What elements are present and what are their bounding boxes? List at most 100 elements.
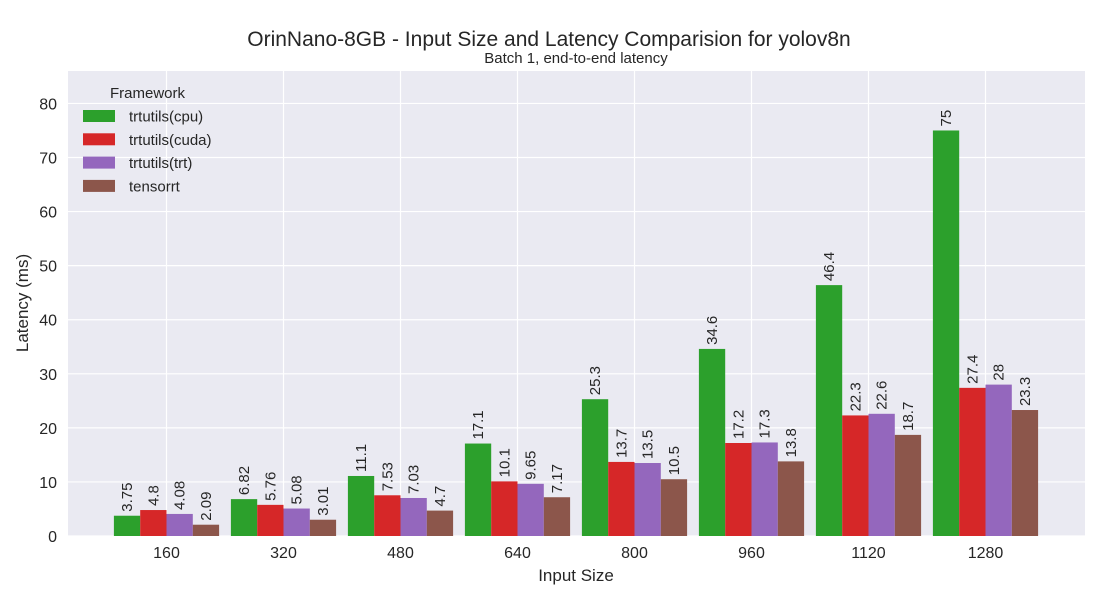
bar bbox=[1011, 410, 1039, 536]
x-axis-label: Input Size bbox=[538, 566, 614, 585]
bar-value-label: 23.3 bbox=[1017, 377, 1034, 406]
bar-value-label: 7.53 bbox=[379, 462, 396, 491]
bar bbox=[374, 495, 401, 536]
x-tick-label: 1120 bbox=[851, 545, 886, 562]
bar bbox=[698, 348, 726, 536]
bar bbox=[777, 461, 805, 536]
y-tick-label: 10 bbox=[39, 475, 57, 492]
legend-swatch bbox=[83, 133, 115, 146]
bar-value-label: 3.01 bbox=[315, 487, 332, 516]
bar-value-label: 5.76 bbox=[262, 472, 279, 501]
bar-value-label: 9.65 bbox=[523, 451, 540, 480]
bar-value-label: 4.7 bbox=[432, 486, 449, 507]
bar bbox=[894, 434, 922, 536]
bar bbox=[959, 387, 986, 536]
bar bbox=[491, 481, 518, 536]
x-tick-label: 1280 bbox=[968, 545, 1004, 562]
legend: Framework trtutils(cpu) trtutils(cuda) trt… bbox=[83, 85, 212, 195]
bar bbox=[543, 497, 571, 536]
x-tick-label: 640 bbox=[504, 545, 531, 562]
legend-swatch bbox=[83, 110, 115, 122]
legend-item-label: trtutils(trt) bbox=[129, 155, 192, 172]
bar-value-label: 13.8 bbox=[783, 428, 800, 457]
bar bbox=[517, 483, 544, 536]
plot-area bbox=[68, 71, 1085, 536]
bar-value-label: 7.17 bbox=[549, 464, 566, 493]
bar-value-label: 25.3 bbox=[587, 366, 604, 395]
legend-item-label: trtutils(cuda) bbox=[129, 132, 212, 149]
bar-value-label: 28 bbox=[991, 364, 1008, 381]
bar bbox=[464, 443, 492, 536]
bar bbox=[634, 463, 661, 536]
bar bbox=[932, 130, 960, 536]
bar-value-label: 17.3 bbox=[757, 409, 774, 438]
bar bbox=[660, 479, 688, 536]
gridlines bbox=[68, 71, 1085, 537]
data-labels: 3.75 6.82 11.1 17.1 25.3 34.6 46.4 75 4.8 5.76 7.5… bbox=[119, 110, 1034, 521]
y-tick-label: 0 bbox=[48, 529, 57, 546]
y-tick-label: 50 bbox=[39, 259, 57, 276]
bar-value-label: 17.2 bbox=[730, 410, 747, 439]
bar-value-label: 17.1 bbox=[470, 410, 487, 439]
bar bbox=[815, 285, 843, 536]
legend-swatch bbox=[83, 179, 115, 192]
bar-value-label: 13.7 bbox=[613, 429, 630, 458]
x-tick-label: 160 bbox=[153, 545, 180, 562]
y-tick-label: 40 bbox=[39, 313, 57, 330]
x-tick-label: 960 bbox=[738, 545, 765, 562]
y-tick-label: 60 bbox=[39, 205, 57, 222]
y-tick-label: 70 bbox=[39, 151, 57, 168]
bar-value-label: 3.75 bbox=[119, 483, 136, 512]
bar-value-label: 7.03 bbox=[406, 465, 423, 494]
bar-value-label: 6.82 bbox=[236, 466, 253, 495]
bar bbox=[283, 508, 310, 536]
bar bbox=[257, 504, 284, 536]
x-tick-label: 480 bbox=[387, 545, 414, 562]
bar bbox=[309, 519, 337, 536]
bar bbox=[868, 413, 895, 536]
bar bbox=[400, 497, 427, 536]
x-axis-ticks: 160 320 480 640 800 960 1120 1280 bbox=[153, 545, 1003, 562]
legend-item-label: tensorrt bbox=[129, 178, 181, 195]
bars bbox=[113, 130, 1039, 536]
bar-value-label: 2.09 bbox=[198, 491, 215, 520]
legend-title: Framework bbox=[110, 85, 186, 102]
bar bbox=[347, 475, 375, 536]
bar-value-label: 22.3 bbox=[847, 382, 864, 411]
bar-value-label: 4.8 bbox=[145, 485, 162, 506]
x-tick-label: 800 bbox=[621, 545, 648, 562]
y-tick-label: 20 bbox=[39, 421, 57, 438]
bar-value-label: 22.6 bbox=[874, 381, 891, 410]
bar-value-label: 27.4 bbox=[964, 355, 981, 384]
bar bbox=[842, 415, 869, 536]
bar-value-label: 5.08 bbox=[289, 475, 306, 504]
bar bbox=[608, 461, 635, 536]
bar bbox=[985, 384, 1012, 536]
bar-value-label: 10.1 bbox=[496, 448, 513, 477]
bar bbox=[426, 510, 454, 536]
bar bbox=[166, 513, 193, 536]
bar-value-label: 10.5 bbox=[666, 446, 683, 475]
chart-subtitle: Batch 1, end-to-end latency bbox=[484, 50, 668, 67]
legend-item-label: trtutils(cpu) bbox=[129, 109, 203, 126]
bar bbox=[581, 399, 609, 536]
bar-value-label: 11.1 bbox=[353, 444, 370, 472]
bar bbox=[725, 443, 752, 536]
y-axis-ticks: 0 10 20 30 40 50 60 70 80 bbox=[39, 96, 57, 546]
bar-value-label: 46.4 bbox=[821, 252, 838, 281]
bar bbox=[113, 515, 141, 536]
chart-title: OrinNano-8GB - Input Size and Latency Co… bbox=[247, 28, 850, 51]
bar-value-label: 75 bbox=[938, 110, 955, 127]
bar bbox=[230, 499, 258, 536]
x-tick-label: 320 bbox=[270, 545, 297, 562]
bar bbox=[192, 524, 220, 536]
bar-value-label: 4.08 bbox=[172, 481, 189, 510]
bar-value-label: 34.6 bbox=[704, 316, 721, 345]
y-tick-label: 80 bbox=[39, 96, 57, 113]
bar-value-label: 13.5 bbox=[640, 430, 657, 459]
bar-value-label: 18.7 bbox=[900, 402, 917, 431]
bar bbox=[140, 510, 167, 536]
y-tick-label: 30 bbox=[39, 367, 57, 384]
y-axis-label: Latency (ms) bbox=[13, 254, 32, 352]
